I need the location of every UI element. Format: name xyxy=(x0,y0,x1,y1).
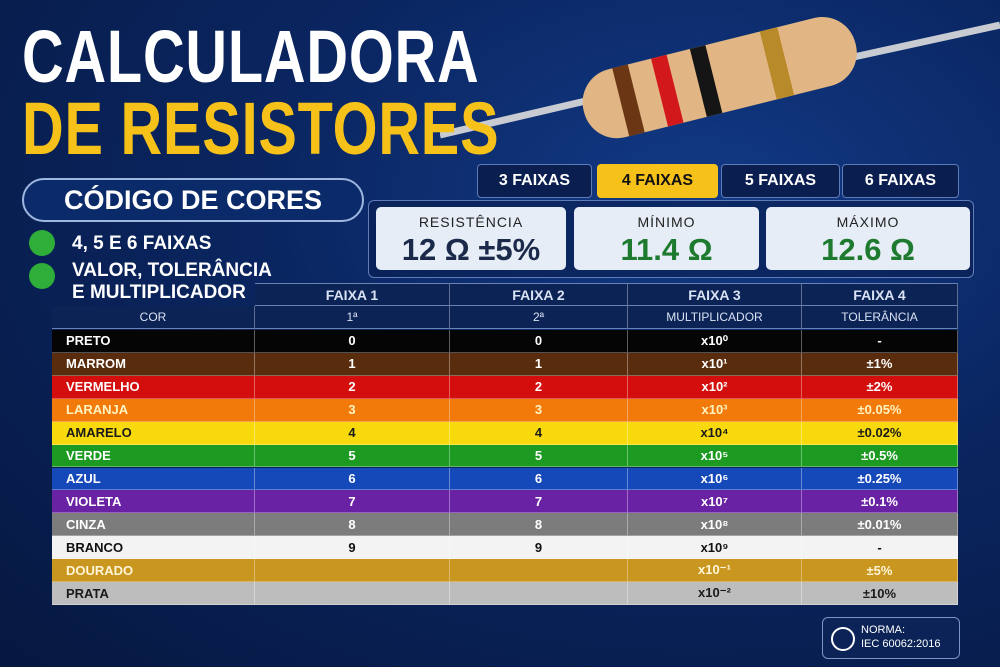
column-subheader: COR xyxy=(52,306,255,329)
table-cell: ±0.05% xyxy=(802,398,958,422)
column-header: FAIXA 3 xyxy=(628,283,802,306)
color-table: FAIXA 1 FAIXA 2 FAIXA 3 FAIXA 4 COR 1ª 2ª MULTI… xyxy=(52,283,958,605)
check-icon xyxy=(29,263,55,289)
table-cell: 3 xyxy=(450,398,628,422)
table-cell: ±5% xyxy=(802,559,958,583)
check-icon xyxy=(831,627,855,651)
table-cell: 6 xyxy=(255,467,450,491)
color-name: AZUL xyxy=(52,467,255,491)
result-value: 12.6 Ω xyxy=(821,232,915,267)
column-subheader: TOLERÂNCIA xyxy=(802,306,958,329)
norma-badge: NORMA: IEC 60062:2016 xyxy=(822,617,960,659)
check-icon xyxy=(29,230,55,256)
color-name: VERDE xyxy=(52,444,255,468)
table-cell: ±0.1% xyxy=(802,490,958,514)
table-cell: 7 xyxy=(450,490,628,514)
color-name: LARANJA xyxy=(52,398,255,422)
table-cell: ±1% xyxy=(802,352,958,376)
result-value: 12 Ω ±5% xyxy=(401,232,541,267)
resistor-illustration xyxy=(440,16,1000,139)
table-cell: ±2% xyxy=(802,375,958,399)
table-cell: x10⁴ xyxy=(628,421,802,445)
column-header: FAIXA 2 xyxy=(450,283,628,306)
color-name: PRATA xyxy=(52,582,255,605)
tab[interactable]: 4 FAIXAS xyxy=(597,164,718,198)
table-cell: x10² xyxy=(628,375,802,399)
table-cell: ±0.01% xyxy=(802,513,958,537)
table-cell xyxy=(255,582,450,605)
table-cell: x10⁵ xyxy=(628,444,802,468)
column-header: FAIXA 1 xyxy=(255,283,450,306)
color-name: BRANCO xyxy=(52,536,255,560)
color-name: VERMELHO xyxy=(52,375,255,399)
result-label: RESISTÊNCIA xyxy=(418,214,524,230)
table-cell: x10⁶ xyxy=(628,467,802,491)
table-cell: 6 xyxy=(450,467,628,491)
feature: VALOR, TOLERÂNCIA E MULTIPLICADOR xyxy=(72,260,272,303)
table-cell: - xyxy=(802,330,958,353)
table-cell: 4 xyxy=(255,421,450,445)
table-cell: x10⁷ xyxy=(628,490,802,514)
table-cell: x10⁸ xyxy=(628,513,802,537)
column-subheader: 1ª xyxy=(255,306,450,329)
table-cell: x10⁹ xyxy=(628,536,802,560)
feature: 4, 5 E 6 FAIXAS xyxy=(72,233,212,254)
table-cell: 1 xyxy=(255,352,450,376)
table-cell: x10⁻² xyxy=(628,582,802,605)
table-cell xyxy=(450,559,628,583)
result-label: MÁXIMO xyxy=(836,214,900,230)
subtitle: CÓDIGO DE CORES xyxy=(22,178,364,222)
table-cell: ±0.25% xyxy=(802,467,958,491)
norma-value: IEC 60062:2016 xyxy=(861,638,941,650)
table-cell: ±0.5% xyxy=(802,444,958,468)
table-cell: 8 xyxy=(255,513,450,537)
color-name: VIOLETA xyxy=(52,490,255,514)
tab[interactable]: 5 FAIXAS xyxy=(721,164,840,198)
color-name: PRETO xyxy=(52,330,255,353)
column-subheader: MULTIPLICADOR xyxy=(628,306,802,329)
color-name: AMARELO xyxy=(52,421,255,445)
table-cell: 4 xyxy=(450,421,628,445)
column-subheader: 2ª xyxy=(450,306,628,329)
table-cell: x10⁰ xyxy=(628,330,802,353)
table-cell: 7 xyxy=(255,490,450,514)
table-cell: x10³ xyxy=(628,398,802,422)
result-box: RESISTÊNCIA 12 Ω ±5% xyxy=(376,207,566,270)
color-name: DOURADO xyxy=(52,559,255,583)
table-cell: 0 xyxy=(450,330,628,353)
result-box: MÁXIMO 12.6 Ω xyxy=(766,207,970,270)
result-label: MÍNIMO xyxy=(637,214,696,230)
title: CALCULADORA xyxy=(22,15,480,98)
table-cell: ±0.02% xyxy=(802,421,958,445)
result-value: 11.4 Ω xyxy=(620,232,713,267)
table-cell: 1 xyxy=(450,352,628,376)
table-cell: x10¹ xyxy=(628,352,802,376)
table-cell: ±10% xyxy=(802,582,958,605)
table-cell: 9 xyxy=(255,536,450,560)
table-cell: 5 xyxy=(450,444,628,468)
table-cell: 0 xyxy=(255,330,450,353)
norma-label: NORMA: xyxy=(861,624,905,636)
table-cell: 9 xyxy=(450,536,628,560)
title: DE RESISTORES xyxy=(22,87,500,170)
tab[interactable]: 6 FAIXAS xyxy=(842,164,959,198)
column-header: FAIXA 4 xyxy=(802,283,958,306)
color-name: MARROM xyxy=(52,352,255,376)
result-box: MÍNIMO 11.4 Ω xyxy=(574,207,759,270)
color-name: CINZA xyxy=(52,513,255,537)
table-cell: x10⁻¹ xyxy=(628,559,802,583)
table-cell: - xyxy=(802,536,958,560)
table-cell: 2 xyxy=(255,375,450,399)
table-cell: 5 xyxy=(255,444,450,468)
table-cell: 2 xyxy=(450,375,628,399)
tab[interactable]: 3 FAIXAS xyxy=(477,164,592,198)
table-cell xyxy=(450,582,628,605)
table-cell: 8 xyxy=(450,513,628,537)
table-cell xyxy=(255,559,450,583)
table-cell: 3 xyxy=(255,398,450,422)
